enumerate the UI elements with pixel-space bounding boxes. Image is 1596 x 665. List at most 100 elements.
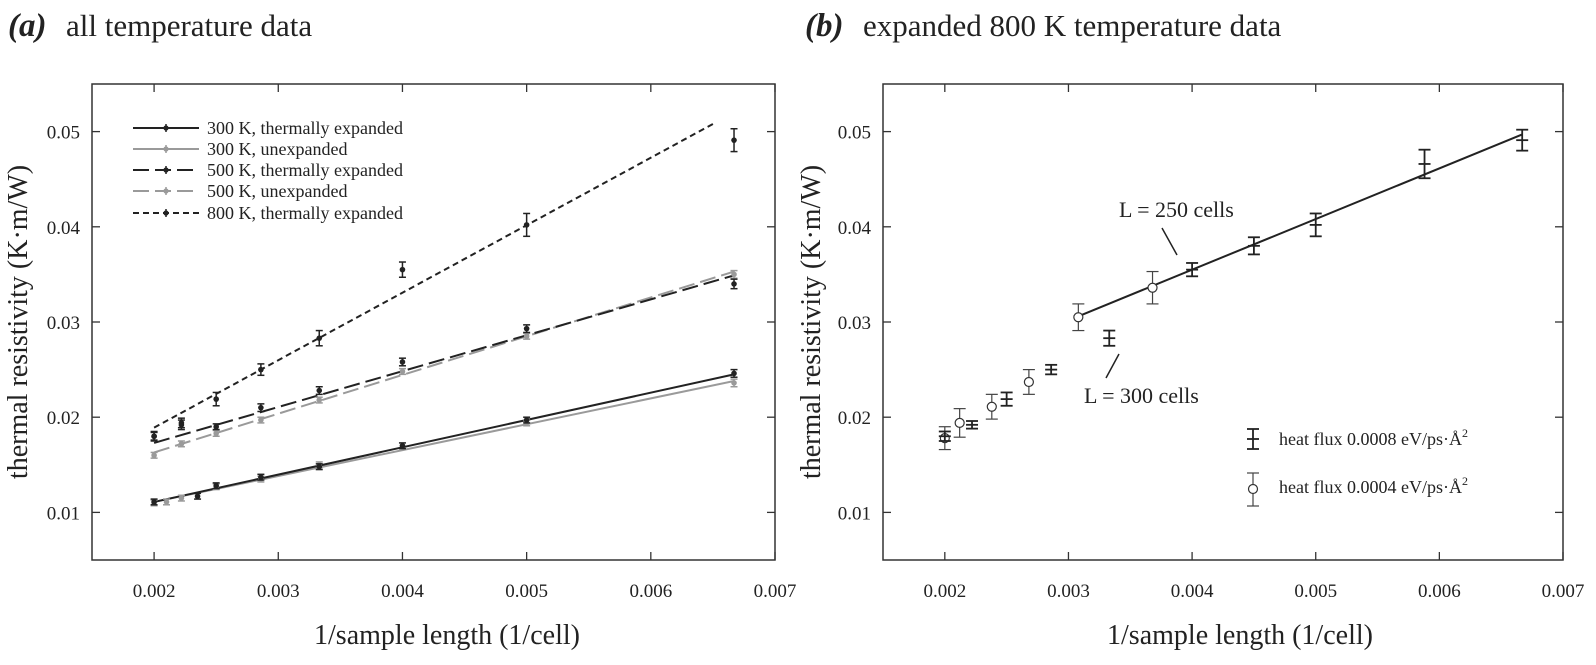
panel-a-letter: (a) xyxy=(8,8,46,44)
chart-b-ylabel: thermal resistivity (K·m/W) xyxy=(796,165,827,479)
legend-label-300k-unexpanded: 300 K, unexpanded xyxy=(207,139,347,159)
chart-a-xlabel: 1/sample length (1/cell) xyxy=(314,620,580,651)
chart-b-ytick-label: 0.04 xyxy=(838,218,872,239)
chart-a-point xyxy=(257,416,265,424)
chart-a-point xyxy=(150,498,158,506)
chart-a-point xyxy=(730,378,738,388)
chart-a-axes: 0.002 0.003 0.004 0.005 0.006 0.007 0.01 0.02 0.… xyxy=(47,84,797,602)
legend-label-800k-expanded: 800 K, thermally expanded xyxy=(207,203,403,223)
chart-a-point xyxy=(398,442,406,450)
chart-a-legend: 300 K, thermally expanded 300 K, unexpan… xyxy=(133,118,403,223)
chart-b: 0.002 0.003 0.004 0.005 0.006 0.007 0.01 0.02 0.… xyxy=(796,83,1585,651)
chart-b-point xyxy=(1309,212,1322,238)
chart-a-fit-lines xyxy=(153,123,735,503)
annotation-l300-label: L = 300 cells xyxy=(1084,383,1199,408)
legend-swatch-500k-expanded xyxy=(133,166,199,174)
legend-label-flux-0004-sup: 2 xyxy=(1462,474,1468,488)
chart-a-xtick-label: 0.005 xyxy=(505,581,548,602)
chart-a-point xyxy=(257,403,265,413)
chart-a-ylabel: thermal resistivity (K·m/W) xyxy=(3,165,34,479)
chart-b-point xyxy=(966,420,979,430)
chart-b-fit-line xyxy=(1077,133,1523,318)
chart-a-xtick-label: 0.007 xyxy=(754,581,797,602)
chart-b-point xyxy=(1247,236,1260,256)
chart-b-point-open xyxy=(1022,369,1035,395)
chart-b-axes: 0.002 0.003 0.004 0.005 0.006 0.007 0.01 0.02 0.… xyxy=(838,84,1585,602)
chart-a-fit-line-1 xyxy=(153,380,735,503)
chart-a-point xyxy=(730,269,738,279)
chart-b-point-open xyxy=(1072,303,1085,332)
legend-marker-flux-0004 xyxy=(1247,472,1259,507)
legend-swatch-300k-unexpanded xyxy=(133,145,199,153)
chart-a-point xyxy=(212,423,220,431)
chart-b-point xyxy=(1186,262,1199,278)
chart-a-point xyxy=(398,261,406,279)
chart-b-point-open xyxy=(953,408,966,438)
chart-a-plot-frame xyxy=(91,83,776,561)
annotation-l250-label: L = 250 cells xyxy=(1119,197,1234,222)
annotation-l300-leader xyxy=(1105,353,1120,379)
chart-b-ytick-label: 0.02 xyxy=(838,408,871,429)
chart-a-point xyxy=(398,367,406,376)
chart-a-point xyxy=(398,357,406,367)
chart-b-point-open xyxy=(985,393,998,420)
legend-swatch-300k-expanded xyxy=(133,124,199,132)
legend-label-flux-0008-text: heat flux 0.0008 eV/ps·Å xyxy=(1279,429,1462,449)
chart-a-point xyxy=(163,498,171,506)
annotation-l250: L = 250 cells xyxy=(1119,197,1234,256)
legend-label-flux-0004: heat flux 0.0004 eV/ps·Å2 xyxy=(1279,474,1468,497)
chart-b-xtick-label: 0.005 xyxy=(1294,581,1337,602)
chart-a-point xyxy=(212,429,220,437)
chart-a-ytick-label: 0.01 xyxy=(47,503,80,524)
chart-b-point-open xyxy=(1146,270,1159,305)
chart-a-point xyxy=(150,430,158,442)
chart-a-fit-line-4 xyxy=(153,123,714,429)
legend-label-300k-expanded: 300 K, thermally expanded xyxy=(207,118,403,138)
chart-a-point xyxy=(730,278,738,290)
legend-entry-flux-0004: heat flux 0.0004 eV/ps·Å2 xyxy=(1247,472,1468,507)
chart-b-point xyxy=(1418,148,1431,180)
legend-label-flux-0004-text: heat flux 0.0004 eV/ps·Å xyxy=(1279,477,1462,497)
chart-a-fit-line-2 xyxy=(153,274,735,444)
chart-b-xtick-label: 0.004 xyxy=(1171,581,1214,602)
chart-a-point xyxy=(523,416,531,424)
legend-label-flux-0008: heat flux 0.0008 eV/ps·Å2 xyxy=(1279,426,1468,449)
chart-a-xtick-label: 0.006 xyxy=(629,581,672,602)
chart-a-ytick-label: 0.03 xyxy=(47,313,80,334)
chart-a-point xyxy=(257,473,265,481)
chart-b-point xyxy=(1045,363,1058,376)
annotation-l250-leader xyxy=(1161,227,1178,256)
chart-a-ytick-label: 0.02 xyxy=(47,408,80,429)
chart-b-ytick-label: 0.03 xyxy=(838,313,871,334)
chart-a: 0.002 0.003 0.004 0.005 0.006 0.007 0.01 0.02 0.… xyxy=(3,83,797,651)
chart-a-point xyxy=(730,127,738,153)
legend-entry-flux-0008: heat flux 0.0008 eV/ps·Å2 xyxy=(1247,426,1468,450)
chart-a-ytick-label: 0.04 xyxy=(47,218,81,239)
chart-a-point xyxy=(523,324,531,334)
chart-a-xtick-label: 0.003 xyxy=(257,581,300,602)
chart-a-point xyxy=(730,368,738,378)
chart-b-fit xyxy=(1077,133,1523,318)
chart-b-xlabel: 1/sample length (1/cell) xyxy=(1107,620,1373,651)
legend-entry-800k-expanded: 800 K, thermally expanded xyxy=(133,203,403,223)
legend-entry-300k-unexpanded: 300 K, unexpanded xyxy=(133,139,347,159)
legend-label-500k-unexpanded: 500 K, unexpanded xyxy=(207,181,347,201)
chart-a-point xyxy=(523,332,531,340)
chart-a-point xyxy=(315,463,323,471)
chart-a-point xyxy=(315,385,323,396)
panel-b-heading: expanded 800 K temperature data xyxy=(863,8,1282,43)
chart-a-point xyxy=(212,482,220,490)
panel-b-letter: (b) xyxy=(805,8,843,44)
chart-a-point xyxy=(194,492,202,500)
chart-b-xtick-label: 0.007 xyxy=(1542,581,1585,602)
chart-a-point xyxy=(315,396,323,404)
chart-b-ytick-label: 0.01 xyxy=(838,503,871,524)
chart-a-xtick-label: 0.004 xyxy=(381,581,424,602)
chart-a-point xyxy=(257,363,265,377)
panel-a-heading: all temperature data xyxy=(66,8,312,43)
legend-entry-500k-expanded: 500 K, thermally expanded xyxy=(133,160,403,180)
legend-entry-500k-unexpanded: 500 K, unexpanded xyxy=(133,181,347,201)
chart-b-xtick-label: 0.006 xyxy=(1418,581,1461,602)
